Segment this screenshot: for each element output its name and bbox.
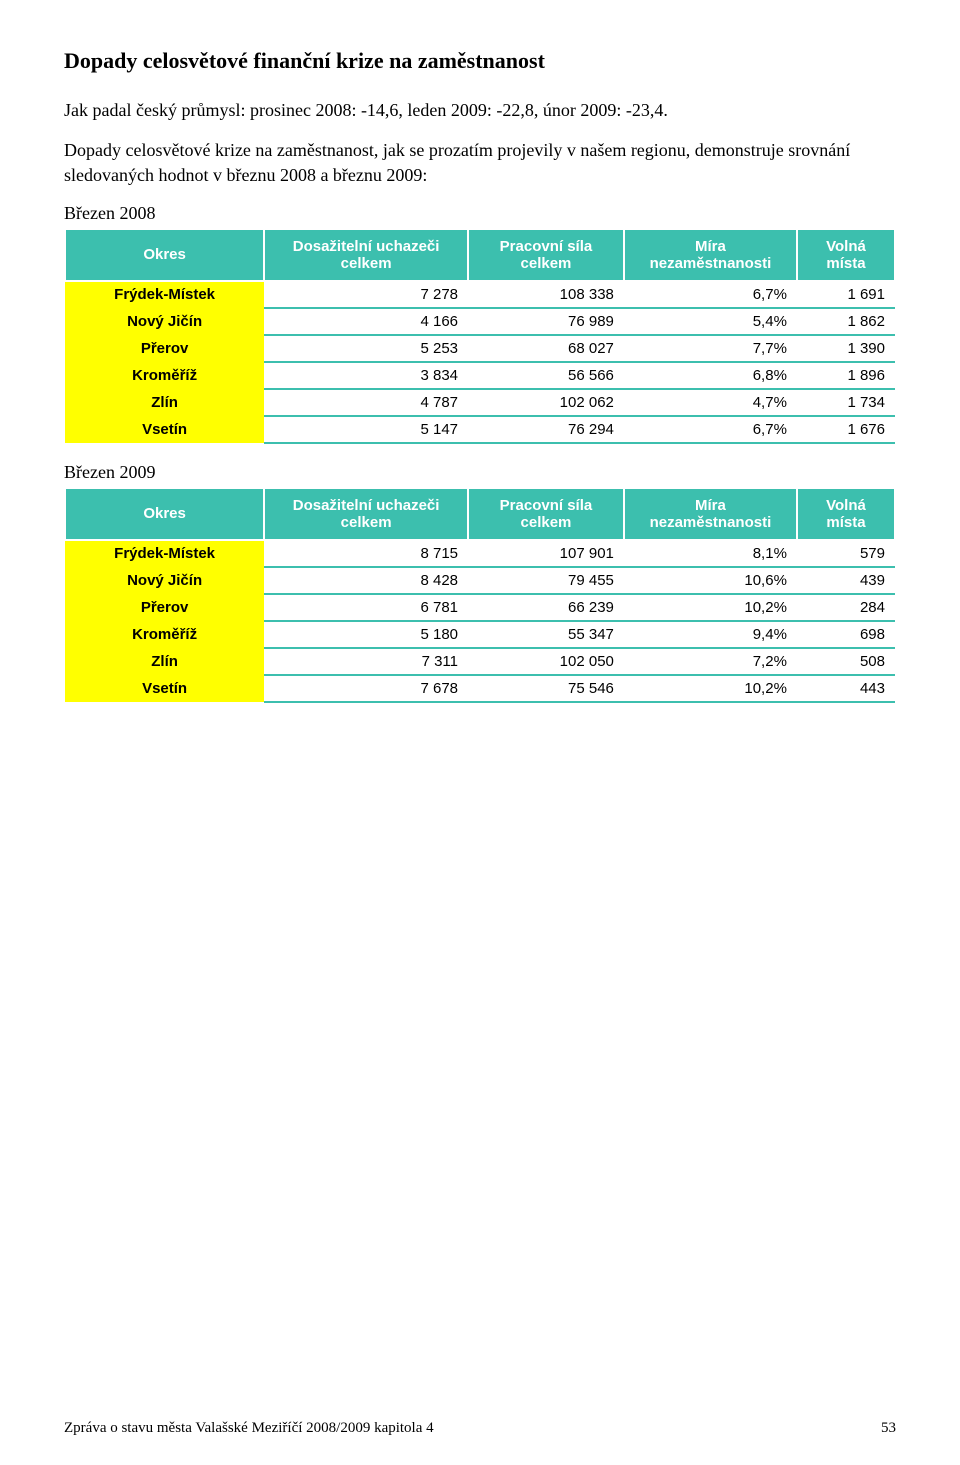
cell-uchazeci: 8 715 xyxy=(264,540,468,567)
table-2008: Okres Dosažitelní uchazeči celkem Pracov… xyxy=(64,228,896,444)
row-label: Nový Jičín xyxy=(65,308,264,335)
cell-sila: 76 989 xyxy=(468,308,624,335)
row-label: Zlín xyxy=(65,389,264,416)
row-label: Vsetín xyxy=(65,675,264,702)
col-mira: Míra nezaměstnanosti xyxy=(624,488,797,540)
cell-mira: 10,2% xyxy=(624,594,797,621)
table-row: Zlín7 311102 0507,2%508 xyxy=(65,648,895,675)
cell-mira: 6,7% xyxy=(624,416,797,443)
table-row: Vsetín7 67875 54610,2%443 xyxy=(65,675,895,702)
cell-mira: 6,7% xyxy=(624,281,797,308)
cell-sila: 55 347 xyxy=(468,621,624,648)
cell-mista: 439 xyxy=(797,567,895,594)
cell-sila: 108 338 xyxy=(468,281,624,308)
cell-mista: 1 862 xyxy=(797,308,895,335)
col-mira: Míra nezaměstnanosti xyxy=(624,229,797,281)
cell-sila: 76 294 xyxy=(468,416,624,443)
cell-mista: 1 896 xyxy=(797,362,895,389)
col-mista: Volná místa xyxy=(797,488,895,540)
table-2008-caption: Březen 2008 xyxy=(64,203,896,224)
table-2009-caption: Březen 2009 xyxy=(64,462,896,483)
row-label: Kroměříž xyxy=(65,362,264,389)
col-uchazeci: Dosažitelní uchazeči celkem xyxy=(264,488,468,540)
cell-sila: 102 050 xyxy=(468,648,624,675)
cell-mista: 443 xyxy=(797,675,895,702)
cell-uchazeci: 4 166 xyxy=(264,308,468,335)
row-label: Nový Jičín xyxy=(65,567,264,594)
row-label: Vsetín xyxy=(65,416,264,443)
cell-mista: 698 xyxy=(797,621,895,648)
cell-mista: 1 691 xyxy=(797,281,895,308)
cell-mira: 7,7% xyxy=(624,335,797,362)
table-row: Zlín4 787102 0624,7%1 734 xyxy=(65,389,895,416)
cell-mira: 6,8% xyxy=(624,362,797,389)
cell-mista: 1 390 xyxy=(797,335,895,362)
table-row: Nový Jičín4 16676 9895,4%1 862 xyxy=(65,308,895,335)
cell-sila: 66 239 xyxy=(468,594,624,621)
table-row: Nový Jičín8 42879 45510,6%439 xyxy=(65,567,895,594)
table-row: Kroměříž3 83456 5666,8%1 896 xyxy=(65,362,895,389)
cell-sila: 56 566 xyxy=(468,362,624,389)
table-row: Frýdek-Místek8 715107 9018,1%579 xyxy=(65,540,895,567)
cell-uchazeci: 6 781 xyxy=(264,594,468,621)
cell-mista: 1 676 xyxy=(797,416,895,443)
table-2008-body: Frýdek-Místek7 278108 3386,7%1 691Nový J… xyxy=(65,281,895,443)
cell-uchazeci: 4 787 xyxy=(264,389,468,416)
cell-uchazeci: 8 428 xyxy=(264,567,468,594)
cell-uchazeci: 5 253 xyxy=(264,335,468,362)
cell-uchazeci: 7 678 xyxy=(264,675,468,702)
cell-mista: 508 xyxy=(797,648,895,675)
col-okres: Okres xyxy=(65,488,264,540)
cell-uchazeci: 5 147 xyxy=(264,416,468,443)
cell-mira: 8,1% xyxy=(624,540,797,567)
page-title: Dopady celosvětové finanční krize na zam… xyxy=(64,48,896,74)
cell-sila: 102 062 xyxy=(468,389,624,416)
cell-mista: 284 xyxy=(797,594,895,621)
cell-mira: 10,6% xyxy=(624,567,797,594)
row-label: Frýdek-Místek xyxy=(65,540,264,567)
table-2009-body: Frýdek-Místek8 715107 9018,1%579Nový Jič… xyxy=(65,540,895,702)
cell-mira: 10,2% xyxy=(624,675,797,702)
page-footer: Zpráva o stavu města Valašské Meziříčí 2… xyxy=(64,1420,896,1437)
cell-uchazeci: 7 278 xyxy=(264,281,468,308)
row-label: Zlín xyxy=(65,648,264,675)
intro-paragraph-2: Dopady celosvětové krize na zaměstnanost… xyxy=(64,138,896,187)
table-row: Přerov5 25368 0277,7%1 390 xyxy=(65,335,895,362)
cell-mista: 1 734 xyxy=(797,389,895,416)
cell-mista: 579 xyxy=(797,540,895,567)
table-row: Kroměříž5 18055 3479,4%698 xyxy=(65,621,895,648)
table-row: Přerov6 78166 23910,2%284 xyxy=(65,594,895,621)
col-sila: Pracovní síla celkem xyxy=(468,488,624,540)
cell-sila: 107 901 xyxy=(468,540,624,567)
page-number: 53 xyxy=(881,1420,896,1437)
row-label: Kroměříž xyxy=(65,621,264,648)
cell-sila: 75 546 xyxy=(468,675,624,702)
cell-mira: 9,4% xyxy=(624,621,797,648)
row-label: Přerov xyxy=(65,594,264,621)
footer-text: Zpráva o stavu města Valašské Meziříčí 2… xyxy=(64,1420,434,1437)
cell-sila: 68 027 xyxy=(468,335,624,362)
intro-paragraph-1: Jak padal český průmysl: prosinec 2008: … xyxy=(64,98,896,122)
cell-mira: 5,4% xyxy=(624,308,797,335)
col-sila: Pracovní síla celkem xyxy=(468,229,624,281)
table-row: Vsetín5 14776 2946,7%1 676 xyxy=(65,416,895,443)
cell-sila: 79 455 xyxy=(468,567,624,594)
table-2009: Okres Dosažitelní uchazeči celkem Pracov… xyxy=(64,487,896,703)
cell-mira: 4,7% xyxy=(624,389,797,416)
col-mista: Volná místa xyxy=(797,229,895,281)
cell-uchazeci: 3 834 xyxy=(264,362,468,389)
col-uchazeci: Dosažitelní uchazeči celkem xyxy=(264,229,468,281)
row-label: Přerov xyxy=(65,335,264,362)
table-row: Frýdek-Místek7 278108 3386,7%1 691 xyxy=(65,281,895,308)
cell-uchazeci: 7 311 xyxy=(264,648,468,675)
row-label: Frýdek-Místek xyxy=(65,281,264,308)
cell-uchazeci: 5 180 xyxy=(264,621,468,648)
cell-mira: 7,2% xyxy=(624,648,797,675)
col-okres: Okres xyxy=(65,229,264,281)
